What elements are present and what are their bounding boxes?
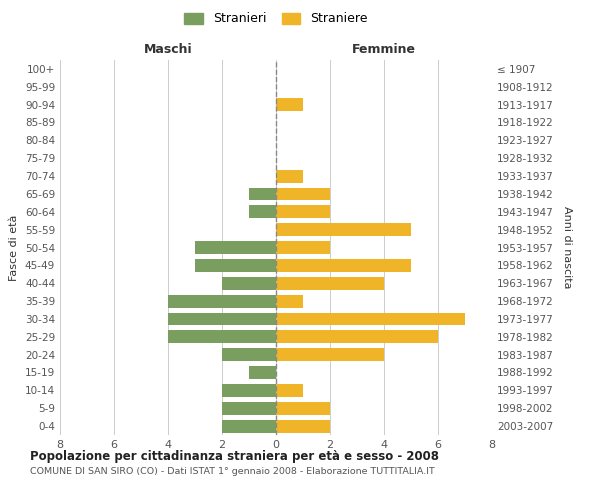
Bar [222, 277, 276, 289]
Bar [276, 170, 303, 182]
Text: Popolazione per cittadinanza straniera per età e sesso - 2008: Popolazione per cittadinanza straniera p… [30, 450, 439, 463]
Bar [222, 402, 276, 414]
Bar [168, 312, 276, 326]
Bar [276, 188, 330, 200]
Bar [276, 98, 303, 111]
Bar [276, 402, 330, 414]
Bar [249, 206, 276, 218]
Bar [222, 384, 276, 397]
Bar [276, 223, 411, 236]
Bar [195, 241, 276, 254]
Bar [195, 259, 276, 272]
Y-axis label: Fasce di età: Fasce di età [10, 214, 19, 280]
Bar [276, 420, 330, 432]
Bar [249, 366, 276, 379]
Bar [222, 420, 276, 432]
Bar [276, 348, 384, 361]
Bar [222, 348, 276, 361]
Bar [276, 384, 303, 397]
Bar [249, 188, 276, 200]
Bar [168, 294, 276, 308]
Bar [276, 277, 384, 289]
Bar [276, 330, 438, 343]
Bar [276, 259, 411, 272]
Text: Femmine: Femmine [352, 44, 416, 57]
Bar [276, 294, 303, 308]
Y-axis label: Anni di nascita: Anni di nascita [562, 206, 572, 289]
Bar [276, 312, 465, 326]
Text: COMUNE DI SAN SIRO (CO) - Dati ISTAT 1° gennaio 2008 - Elaborazione TUTTITALIA.I: COMUNE DI SAN SIRO (CO) - Dati ISTAT 1° … [30, 468, 435, 476]
Bar [276, 206, 330, 218]
Legend: Stranieri, Straniere: Stranieri, Straniere [181, 8, 371, 29]
Text: Maschi: Maschi [143, 44, 193, 57]
Bar [168, 330, 276, 343]
Bar [276, 241, 330, 254]
